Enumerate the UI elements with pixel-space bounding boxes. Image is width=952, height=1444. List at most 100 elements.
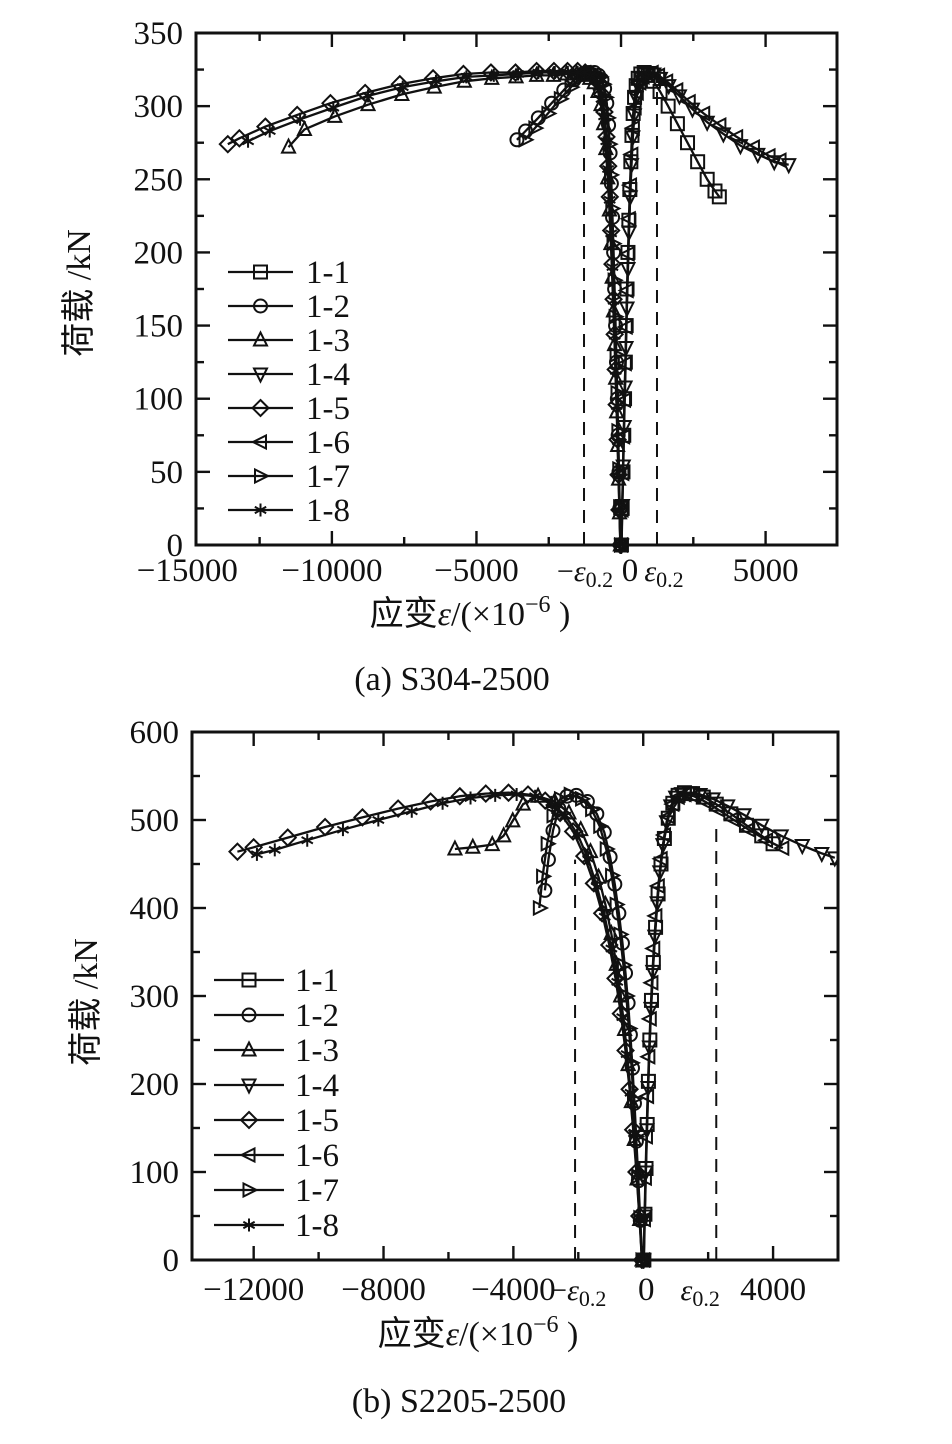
chart-b: −12000 −8000 −4000 0 4000 0 100 200 300 400 500 600…: [67, 715, 840, 1353]
legend-item-1-4: 1-4: [214, 1068, 339, 1104]
star-marker: [327, 101, 340, 115]
diamond-marker: [544, 61, 564, 81]
legend-item-1-1: 1-1: [214, 963, 339, 999]
legend-label: 1-4: [295, 1068, 339, 1104]
series-line: [642, 791, 836, 1261]
triangle-left-marker: [648, 877, 665, 895]
series-group: [228, 783, 839, 1269]
triangle-left-marker: [627, 84, 644, 102]
square-marker: [680, 135, 696, 151]
series-line: [620, 71, 781, 546]
circle-marker: [253, 298, 268, 314]
legend-item-1-3: 1-3: [214, 1033, 339, 1069]
star-marker: [610, 399, 623, 413]
triangle-right-marker: [599, 840, 616, 858]
triangle-left-marker: [613, 428, 631, 445]
legend-item-1-8: 1-8: [214, 1208, 339, 1244]
triangle-right-marker: [553, 790, 571, 807]
circle-marker: [545, 823, 561, 839]
square-marker: [241, 972, 257, 988]
star-marker: [293, 112, 307, 126]
triangle-up-marker: [326, 106, 343, 123]
star-marker: [597, 109, 611, 123]
tick-labels: −15000 −10000 −5000 0 5000 0 50 100 150 200 250 300…: [134, 16, 799, 592]
series-group: [218, 61, 797, 554]
y-tick-label: 250: [134, 162, 184, 198]
plot-frame: [190, 730, 840, 1262]
triangle-down-marker: [252, 367, 269, 384]
triangle-down-marker: [735, 808, 752, 825]
diamond-marker: [558, 61, 577, 81]
triangle-left-marker: [239, 1146, 256, 1164]
triangle-down-marker: [753, 818, 770, 836]
triangle-right-marker: [608, 308, 625, 325]
triangle-up-marker: [504, 811, 521, 828]
triangle-left-marker: [658, 808, 675, 825]
y-tick-label: 50: [150, 455, 183, 491]
triangle-left-marker: [743, 138, 760, 156]
triangle-left-marker: [616, 318, 633, 336]
triangle-left-marker: [759, 147, 776, 164]
star-marker: [611, 434, 624, 448]
star-marker: [616, 1010, 629, 1024]
x-tick-label: −10000: [281, 553, 382, 589]
triangle-left-marker: [663, 796, 680, 813]
triangle-left-marker: [708, 801, 725, 818]
y-axis-title: 荷载 /kN: [67, 938, 105, 1066]
x-tick-label: −5000: [434, 553, 519, 589]
axis-ticks: [196, 31, 837, 547]
triangle-up-marker: [280, 137, 297, 154]
star-marker: [511, 67, 525, 81]
eps02-axis-label: ε0.2: [681, 1274, 720, 1311]
legend-item-1-3: 1-3: [228, 323, 350, 359]
square-marker: [253, 264, 268, 280]
triangle-left-marker: [646, 907, 663, 925]
star-marker: [606, 260, 619, 274]
star-marker: [630, 1168, 644, 1182]
y-tick-label: 300: [134, 89, 184, 125]
triangle-right-marker: [593, 818, 610, 835]
triangle-left-marker: [726, 128, 744, 145]
square-marker: [699, 171, 715, 187]
eps02-axis-label: −ε0.2: [550, 1274, 606, 1311]
legend-item-1-1: 1-1: [228, 255, 350, 291]
star-marker: [429, 74, 443, 88]
triangle-left-marker: [695, 793, 712, 810]
circle-marker: [540, 852, 556, 868]
diamond-marker: [584, 873, 604, 893]
x-tick-label: 0: [638, 1272, 655, 1308]
star-marker: [571, 827, 584, 841]
diamond-marker: [592, 903, 612, 923]
legend-label: 1-1: [306, 255, 350, 291]
y-tick-label: 200: [134, 235, 184, 271]
chart-a: −15000 −10000 −5000 0 5000 0 50 100 150 200 250 300…: [60, 16, 839, 633]
star-marker: [608, 329, 621, 343]
legend-label: 1-5: [306, 391, 350, 427]
star-marker: [605, 941, 618, 955]
triangle-right-marker: [607, 272, 624, 289]
triangle-left-marker: [651, 850, 668, 867]
y-tick-label: 150: [134, 309, 184, 345]
star-marker: [268, 843, 281, 857]
triangle-up-marker: [393, 84, 410, 101]
eps02-axis-label: ε0.2: [644, 555, 683, 592]
triangle-up-marker: [252, 330, 269, 347]
series-1-6: [633, 786, 790, 1269]
y-tick-label: 400: [130, 891, 180, 927]
triangle-right-marker: [616, 957, 634, 974]
diamond-marker: [611, 1004, 631, 1024]
star-marker: [301, 833, 314, 847]
triangle-left-marker: [620, 177, 638, 194]
legend-label: 1-1: [295, 963, 339, 999]
legend-label: 1-6: [306, 425, 350, 461]
triangle-left-marker: [622, 146, 639, 163]
circle-marker: [241, 1007, 257, 1023]
legend-label: 1-2: [306, 289, 350, 325]
triangle-left-marker: [773, 840, 790, 857]
star-marker: [548, 65, 561, 79]
series-line: [620, 71, 721, 546]
legend: 1-11-21-31-41-51-61-71-8: [214, 963, 339, 1244]
triangle-left-marker: [770, 152, 787, 169]
star-marker: [242, 1218, 256, 1232]
